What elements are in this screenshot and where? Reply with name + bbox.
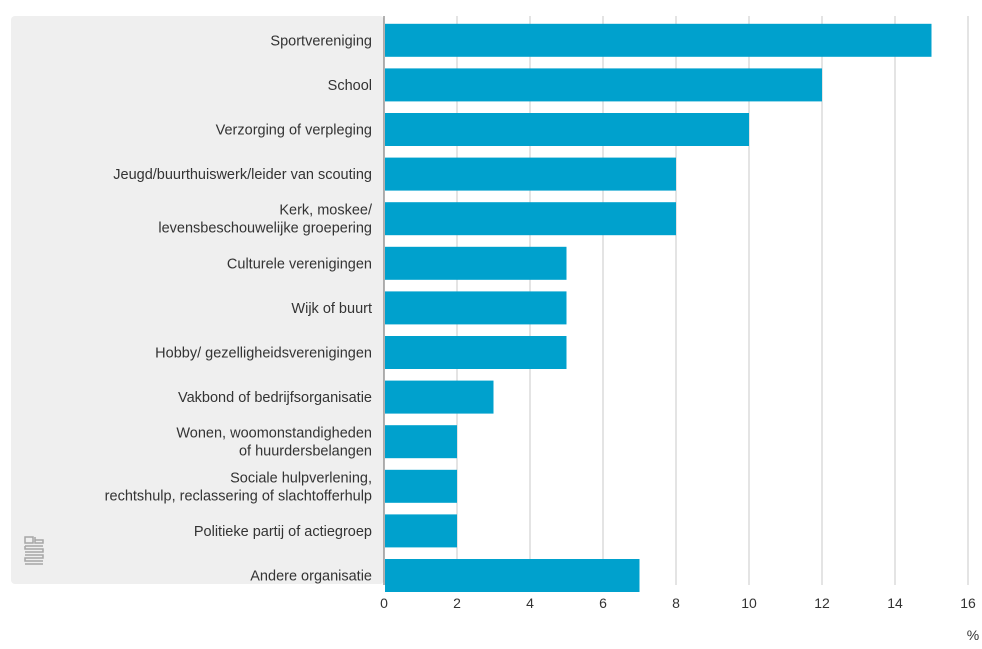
category-label: Politieke partij of actiegroep (194, 524, 372, 540)
bar (385, 469, 457, 503)
x-axis-label: % (967, 627, 979, 643)
category-label-line: Vakbond of bedrijfsorganisatie (178, 390, 372, 406)
category-label: Verzorging of verpleging (216, 123, 372, 139)
cbs-logo (24, 536, 44, 565)
category-label: Sportvereniging (270, 33, 372, 49)
x-tick-label: 2 (453, 595, 461, 611)
category-label: Sociale hulpverlening, rechtshulp, reclas… (105, 470, 372, 504)
category-label-line: Kerk, moskee/ (279, 203, 373, 219)
x-tick-label: 4 (526, 595, 534, 611)
category-label-line: Wonen, woomonstandigheden (176, 426, 372, 442)
x-tick-labels: 0 2 4 6 8 10 12 14 16 (380, 595, 976, 611)
bar (385, 380, 494, 414)
bar (385, 68, 822, 102)
category-label: Andere organisatie (250, 569, 372, 585)
category-labels: Sportvereniging School Verzorging of verpl… (105, 33, 373, 584)
category-label-line: Wijk of buurt (291, 301, 372, 317)
x-tick-label: 12 (814, 595, 830, 611)
category-label-line: Sportvereniging (270, 33, 372, 49)
bar (385, 157, 676, 191)
category-label: School (328, 78, 372, 94)
category-label: Vakbond of bedrijfsorganisatie (178, 390, 372, 406)
category-label-line: Hobby/ gezelligheidsverenigingen (155, 346, 372, 362)
x-tick-label: 10 (741, 595, 757, 611)
x-tick-label: 16 (960, 595, 976, 611)
category-label: Jeugd/buurthuiswerk/leider van scouting (113, 167, 372, 183)
category-label-panel (11, 16, 384, 584)
category-label-line: School (328, 78, 372, 94)
x-tick-label: 6 (599, 595, 607, 611)
bar (385, 336, 567, 369)
x-tick-label: 8 (672, 595, 680, 611)
category-label: Hobby/ gezelligheidsverenigingen (155, 346, 372, 362)
bar (385, 202, 676, 236)
bars (385, 23, 932, 592)
category-label-line: Andere organisatie (250, 569, 372, 585)
bar (385, 246, 567, 280)
category-label-line: Sociale hulpverlening, (230, 470, 372, 486)
bar (385, 514, 457, 548)
category-label: Wonen, woomonstandigheden of huurdersbela… (176, 426, 372, 460)
category-label-line: Politieke partij of actiegroep (194, 524, 372, 540)
bar (385, 23, 932, 57)
category-label: Culturele verenigingen (227, 256, 372, 272)
category-label-line: Culturele verenigingen (227, 256, 372, 272)
bar (385, 291, 567, 325)
category-label-line: rechtshulp, reclassering of slachtofferh… (105, 488, 372, 504)
bar (385, 113, 749, 146)
x-tick-label: 14 (887, 595, 903, 611)
category-label-line: Verzorging of verpleging (216, 123, 372, 139)
bar (385, 425, 457, 459)
category-label-line: levensbeschouwelijke groepering (158, 221, 372, 237)
category-label-line: of huurdersbelangen (239, 444, 372, 460)
category-label: Kerk, moskee/levensbeschouwelijke groepe… (158, 203, 373, 237)
category-label: Wijk of buurt (291, 301, 372, 317)
x-tick-label: 0 (380, 595, 388, 611)
bar (385, 559, 640, 592)
category-label-line: Jeugd/buurthuiswerk/leider van scouting (113, 167, 372, 183)
